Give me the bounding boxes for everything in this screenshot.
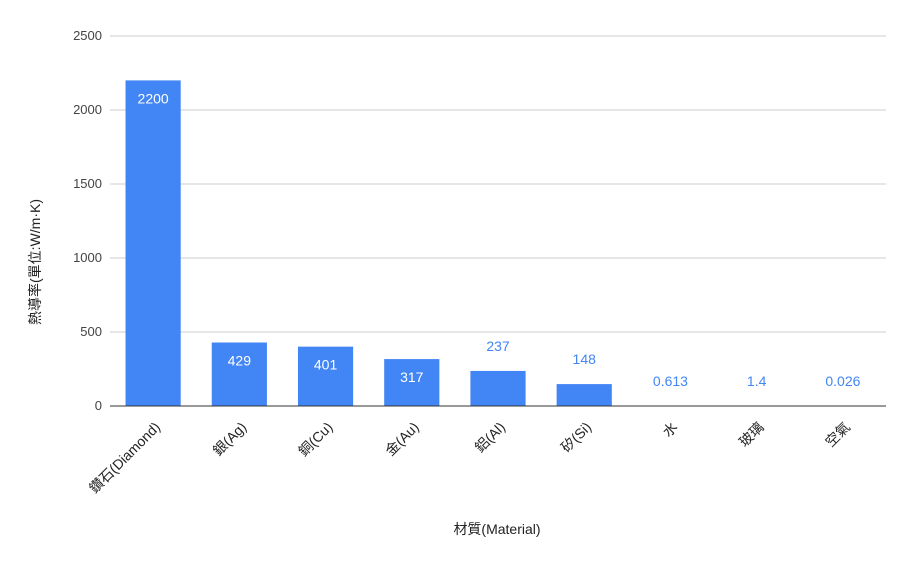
data-labels: 2200 429 401 317 237 148 0.613 1.4 0.026 <box>138 90 861 389</box>
x-tick-label: 銅(Cu) <box>295 419 335 459</box>
data-label: 1.4 <box>747 373 767 389</box>
x-tick-label: 矽(Si) <box>558 419 595 456</box>
data-label: 429 <box>228 353 252 369</box>
data-label: 148 <box>573 351 597 367</box>
data-label: 0.026 <box>825 373 860 389</box>
bar <box>470 370 526 406</box>
x-tick-label: 空氣 <box>822 419 853 450</box>
y-axis-ticks: 0 500 1000 1500 2000 2500 <box>73 28 102 413</box>
data-label: 317 <box>400 369 424 385</box>
bar <box>384 359 440 406</box>
y-tick-label: 500 <box>80 324 102 339</box>
x-tick-label: 鑽石(Diamond) <box>86 419 163 496</box>
data-label: 401 <box>314 357 338 373</box>
bar <box>125 80 181 407</box>
bar <box>556 384 612 406</box>
data-label: 2200 <box>138 90 169 106</box>
x-tick-label: 金(Au) <box>382 419 422 459</box>
x-axis-ticks: 鑽石(Diamond) 銀(Ag) 銅(Cu) 金(Au) 鋁(Al) 矽(Si) 水 玻璃 空… <box>86 419 853 496</box>
bar <box>297 346 354 406</box>
data-label: 0.613 <box>653 373 688 389</box>
x-axis-title: 材質(Material) <box>453 521 540 537</box>
y-tick-label: 2500 <box>73 28 102 43</box>
data-label: 237 <box>486 338 510 354</box>
bars <box>125 80 871 407</box>
y-tick-label: 1500 <box>73 176 102 191</box>
y-axis-title: 熱導率(單位:W/m·K) <box>27 199 43 325</box>
x-tick-label: 水 <box>659 419 680 440</box>
x-tick-label: 玻璃 <box>736 419 767 450</box>
bar <box>211 342 267 406</box>
gridlines <box>110 35 886 333</box>
y-tick-label: 1000 <box>73 250 102 265</box>
y-tick-label: 0 <box>95 398 102 413</box>
x-tick-label: 鋁(Al) <box>472 419 509 456</box>
x-tick-label: 銀(Ag) <box>210 419 250 459</box>
y-tick-label: 2000 <box>73 102 102 117</box>
